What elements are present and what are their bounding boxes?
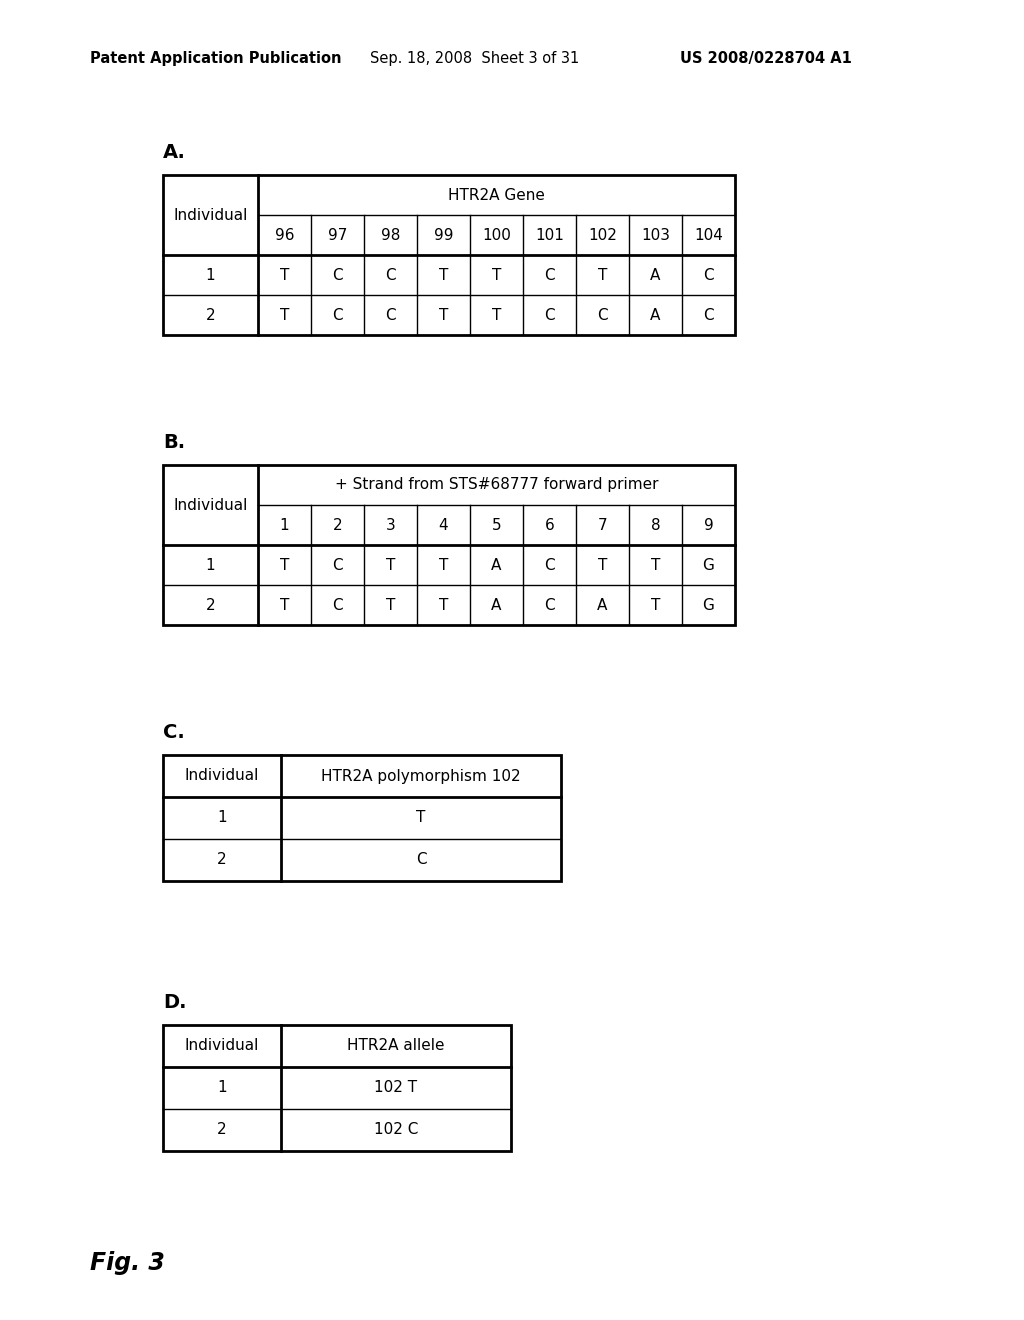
Text: 96: 96 <box>274 227 294 243</box>
Text: 99: 99 <box>434 227 454 243</box>
Text: Individual: Individual <box>184 768 259 784</box>
Text: 102 T: 102 T <box>375 1081 418 1096</box>
Text: 102 C: 102 C <box>374 1122 418 1138</box>
Text: C: C <box>332 268 343 282</box>
Text: C: C <box>385 268 396 282</box>
Text: C: C <box>416 853 426 867</box>
Text: Individual: Individual <box>173 498 248 512</box>
Text: C: C <box>544 598 555 612</box>
Text: C: C <box>544 268 555 282</box>
Text: 4: 4 <box>438 517 449 532</box>
Text: Individual: Individual <box>173 207 248 223</box>
Text: 8: 8 <box>650 517 660 532</box>
Text: 2: 2 <box>333 517 342 532</box>
Text: 104: 104 <box>694 227 723 243</box>
Bar <box>163 176 735 335</box>
Text: 1: 1 <box>206 268 215 282</box>
Text: 2: 2 <box>217 853 226 867</box>
Text: Patent Application Publication: Patent Application Publication <box>90 50 341 66</box>
Text: T: T <box>598 268 607 282</box>
Text: 100: 100 <box>482 227 511 243</box>
Text: 1: 1 <box>217 1081 226 1096</box>
Text: HTR2A allele: HTR2A allele <box>347 1039 444 1053</box>
Bar <box>163 1026 511 1151</box>
Text: T: T <box>651 598 660 612</box>
Text: C: C <box>544 557 555 573</box>
Text: B.: B. <box>163 433 185 453</box>
Bar <box>163 465 735 624</box>
Text: 6: 6 <box>545 517 554 532</box>
Text: C.: C. <box>163 723 184 742</box>
Text: Sep. 18, 2008  Sheet 3 of 31: Sep. 18, 2008 Sheet 3 of 31 <box>370 50 580 66</box>
Text: C: C <box>544 308 555 322</box>
Text: C: C <box>332 598 343 612</box>
Text: 5: 5 <box>492 517 502 532</box>
Text: C: C <box>703 308 714 322</box>
Text: A: A <box>597 598 607 612</box>
Text: T: T <box>280 268 289 282</box>
Text: Fig. 3: Fig. 3 <box>90 1251 165 1275</box>
Text: 102: 102 <box>588 227 616 243</box>
Text: 1: 1 <box>280 517 290 532</box>
Text: T: T <box>386 598 395 612</box>
Text: T: T <box>492 308 501 322</box>
Text: HTR2A polymorphism 102: HTR2A polymorphism 102 <box>322 768 521 784</box>
Text: HTR2A Gene: HTR2A Gene <box>449 187 545 202</box>
Text: A: A <box>492 557 502 573</box>
Text: C: C <box>597 308 608 322</box>
Text: 1: 1 <box>206 557 215 573</box>
Text: 2: 2 <box>206 308 215 322</box>
Text: T: T <box>439 308 449 322</box>
Text: 7: 7 <box>598 517 607 532</box>
Text: 9: 9 <box>703 517 714 532</box>
Text: + Strand from STS#68777 forward primer: + Strand from STS#68777 forward primer <box>335 478 658 492</box>
Text: T: T <box>417 810 426 825</box>
Text: T: T <box>651 557 660 573</box>
Bar <box>163 755 561 880</box>
Text: C: C <box>332 308 343 322</box>
Text: T: T <box>280 598 289 612</box>
Text: 101: 101 <box>536 227 564 243</box>
Text: 2: 2 <box>217 1122 226 1138</box>
Text: A: A <box>650 308 660 322</box>
Text: 2: 2 <box>206 598 215 612</box>
Text: T: T <box>492 268 501 282</box>
Text: C: C <box>703 268 714 282</box>
Text: A: A <box>492 598 502 612</box>
Text: 3: 3 <box>386 517 395 532</box>
Text: T: T <box>439 598 449 612</box>
Text: C: C <box>385 308 396 322</box>
Text: US 2008/0228704 A1: US 2008/0228704 A1 <box>680 50 852 66</box>
Text: T: T <box>439 268 449 282</box>
Text: T: T <box>439 557 449 573</box>
Text: 1: 1 <box>217 810 226 825</box>
Text: G: G <box>702 557 715 573</box>
Text: 103: 103 <box>641 227 670 243</box>
Text: T: T <box>280 308 289 322</box>
Text: 97: 97 <box>328 227 347 243</box>
Text: C: C <box>332 557 343 573</box>
Text: Individual: Individual <box>184 1039 259 1053</box>
Text: A.: A. <box>163 144 186 162</box>
Text: D.: D. <box>163 994 186 1012</box>
Text: G: G <box>702 598 715 612</box>
Text: T: T <box>598 557 607 573</box>
Text: A: A <box>650 268 660 282</box>
Text: 98: 98 <box>381 227 400 243</box>
Text: T: T <box>280 557 289 573</box>
Text: T: T <box>386 557 395 573</box>
